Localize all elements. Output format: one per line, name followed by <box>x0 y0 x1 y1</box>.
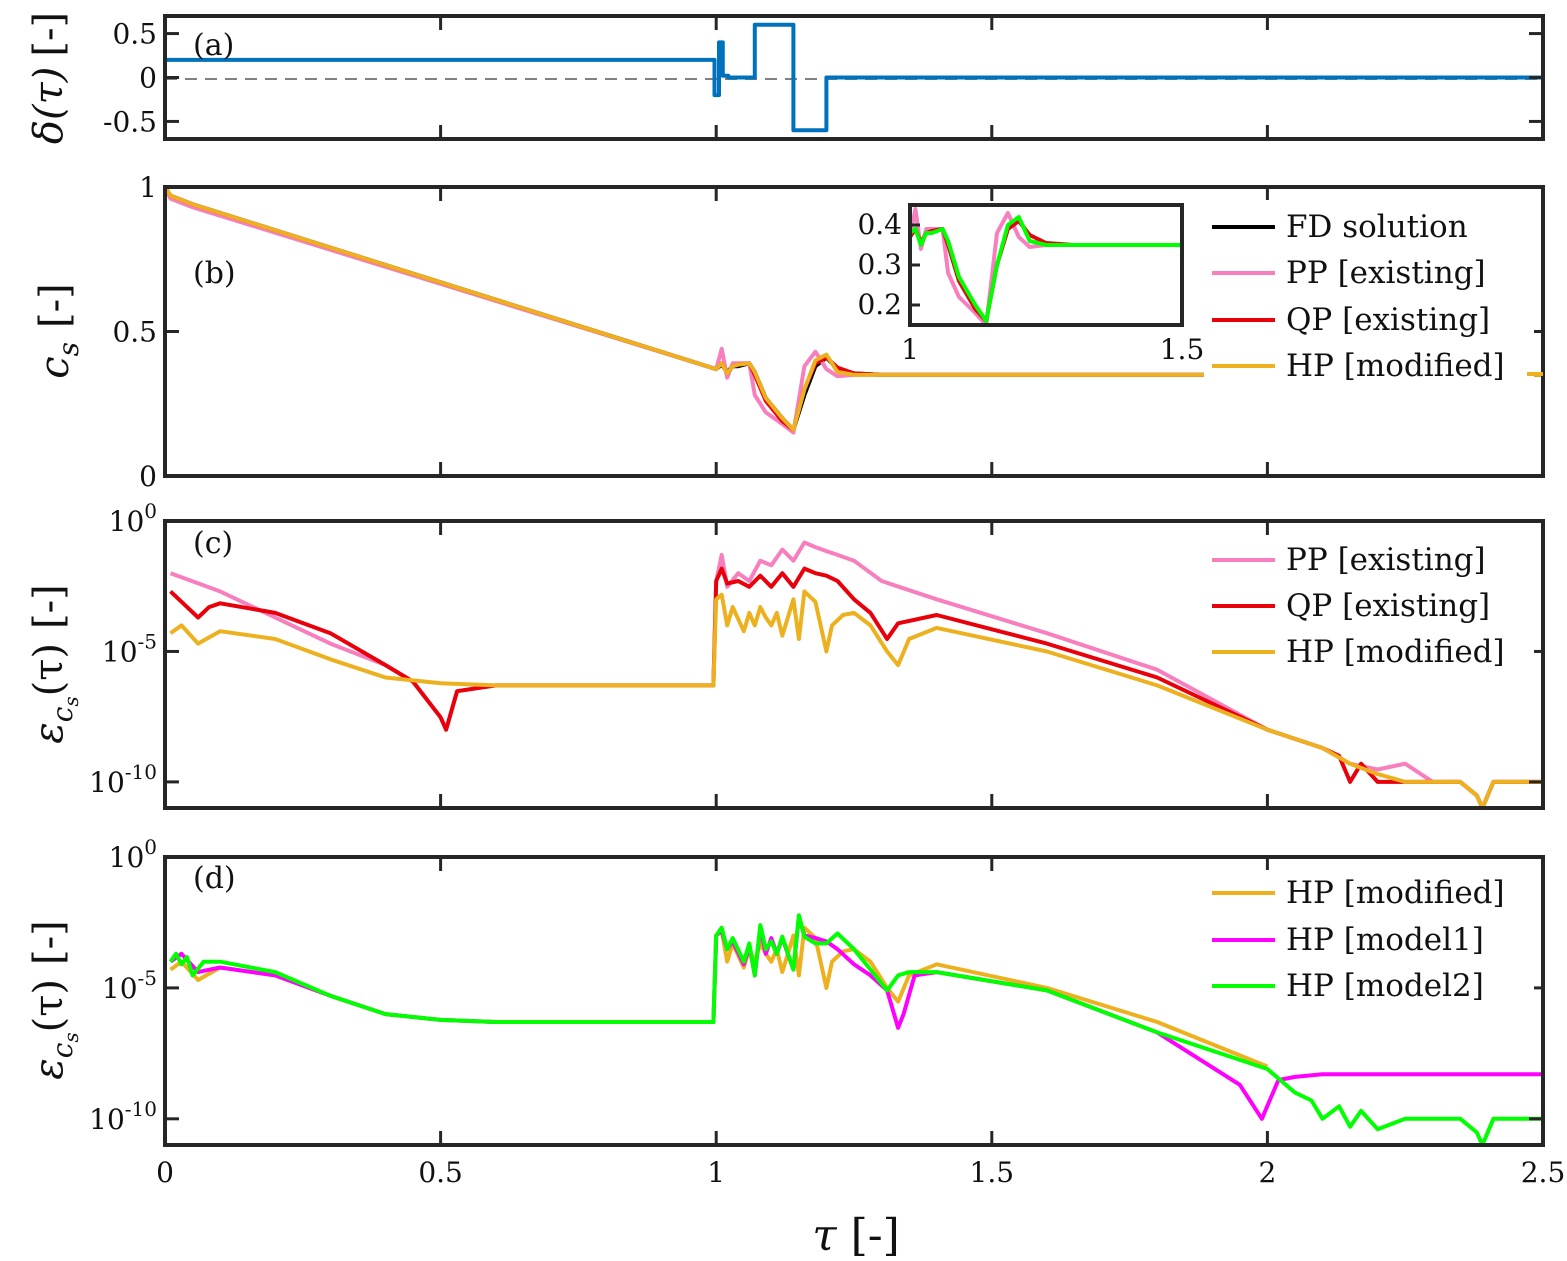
panel-b-series <box>163 185 1543 435</box>
legend-c-label-hp: HP [modified] <box>1286 634 1505 670</box>
inset-y-tick-label: 0.2 <box>857 288 902 321</box>
x-tick-label: 0.5 <box>418 1156 463 1189</box>
y-tick-label: 10-5 <box>102 966 157 1005</box>
panel-d-ylabel: εcs(τ)[-] <box>26 920 83 1080</box>
series-delta-line <box>165 22 1543 133</box>
series-model2-line <box>168 913 1543 1147</box>
legend-b-label-pp: PP [existing] <box>1286 255 1486 291</box>
panel-b: 10.50 (b) cs[-] FD solution PP [existing… <box>32 171 1545 493</box>
x-tick-label: 0 <box>156 1156 174 1189</box>
x-tick-label: 2 <box>1258 1156 1276 1189</box>
y-tick-label: -0.5 <box>103 105 157 138</box>
x-tick-label: 2.5 <box>1521 1156 1566 1189</box>
panel-a-ylabel: δ(τ)[-] <box>26 12 72 144</box>
y-tick-label: 10-5 <box>102 629 157 668</box>
legend-d-label-model2: HP [model2] <box>1286 968 1484 1004</box>
inset-panel: 0.4 0.3 0.2 1 1.5 <box>857 203 1204 366</box>
legend-d: HP [modified] HP [model1] HP [model2] <box>1204 870 1534 1010</box>
panel-a-series <box>165 22 1543 133</box>
panel-b-ylabel: cs[-] <box>32 283 85 379</box>
panel-c-frame <box>163 519 1545 810</box>
legend-b: FD solution PP [existing] QP [existing] … <box>1204 200 1534 392</box>
inset-series-model2-line <box>910 215 1182 323</box>
inset-y-tick-label: 0.3 <box>857 248 902 281</box>
y-tick-label: 100 <box>109 835 157 874</box>
legend-b-label-fd: FD solution <box>1286 209 1468 245</box>
x-tick-labels: 0 0.5 1 1.5 2 2.5 <box>156 1156 1565 1189</box>
y-tick-label: 10-10 <box>89 1097 157 1136</box>
inset-x-tick-label: 1.5 <box>1160 333 1205 366</box>
y-tick-label: 10-10 <box>89 760 157 799</box>
panel-a-ticks: 0.5 0 -0.5 <box>103 16 1545 139</box>
panel-c-ylabel: εcs(τ)[-] <box>26 584 83 744</box>
panel-d: 100 10-5 10-10 (d) εcs(τ)[-] HP [modified]… <box>26 835 1545 1147</box>
panel-c: 100 10-5 10-10 (c) εcs(τ)[-] PP [existing]… <box>26 499 1545 810</box>
panel-d-series <box>168 913 1543 1147</box>
y-tick-label: 0 <box>139 62 157 95</box>
series-qp-line <box>169 566 1543 810</box>
y-tick-label: 0 <box>139 460 157 493</box>
panel-d-frame <box>163 855 1545 1147</box>
panel-c-label: (c) <box>193 526 233 561</box>
legend-b-label-hp: HP [modified] <box>1286 348 1505 384</box>
inset-ticks: 0.4 0.3 0.2 1 1.5 <box>857 208 1204 366</box>
y-tick-label: 100 <box>109 499 157 538</box>
y-tick-label: 0.5 <box>112 316 157 349</box>
series-hp-line <box>163 185 1543 432</box>
panel-d-label: (d) <box>193 861 236 896</box>
panel-d-ticks: 100 10-5 10-10 <box>89 835 1545 1145</box>
legend-c: PP [existing] QP [existing] HP [modified… <box>1204 537 1534 677</box>
panel-c-series <box>169 540 1543 810</box>
legend-c-label-qp: QP [existing] <box>1286 588 1490 624</box>
inset-series <box>910 207 1182 325</box>
x-tick-label: 1.5 <box>970 1156 1015 1189</box>
panel-a: 0.5 0 -0.5 (a) δ(τ)[-] <box>26 12 1545 144</box>
panel-b-ticks: 10.50 <box>112 171 1545 493</box>
legend-d-label-model1: HP [model1] <box>1286 922 1484 958</box>
x-axis-label: τ [-] <box>812 1210 900 1261</box>
inset-x-tick-label: 1 <box>901 333 919 366</box>
series-hp-line <box>169 589 1543 810</box>
legend-b-label-qp: QP [existing] <box>1286 302 1490 338</box>
x-tick-label: 1 <box>707 1156 725 1189</box>
panel-b-label: (b) <box>193 256 236 291</box>
legend-b-box <box>1204 200 1534 392</box>
panel-c-ticks: 100 10-5 10-10 <box>89 499 1545 808</box>
y-tick-label: 0.5 <box>112 18 157 51</box>
legend-d-label-hp: HP [modified] <box>1286 875 1505 911</box>
legend-c-label-pp: PP [existing] <box>1286 542 1486 578</box>
inset-y-tick-label: 0.4 <box>857 208 902 241</box>
panel-a-label: (a) <box>193 28 234 63</box>
y-tick-label: 1 <box>139 171 157 204</box>
inset-background <box>910 205 1182 325</box>
